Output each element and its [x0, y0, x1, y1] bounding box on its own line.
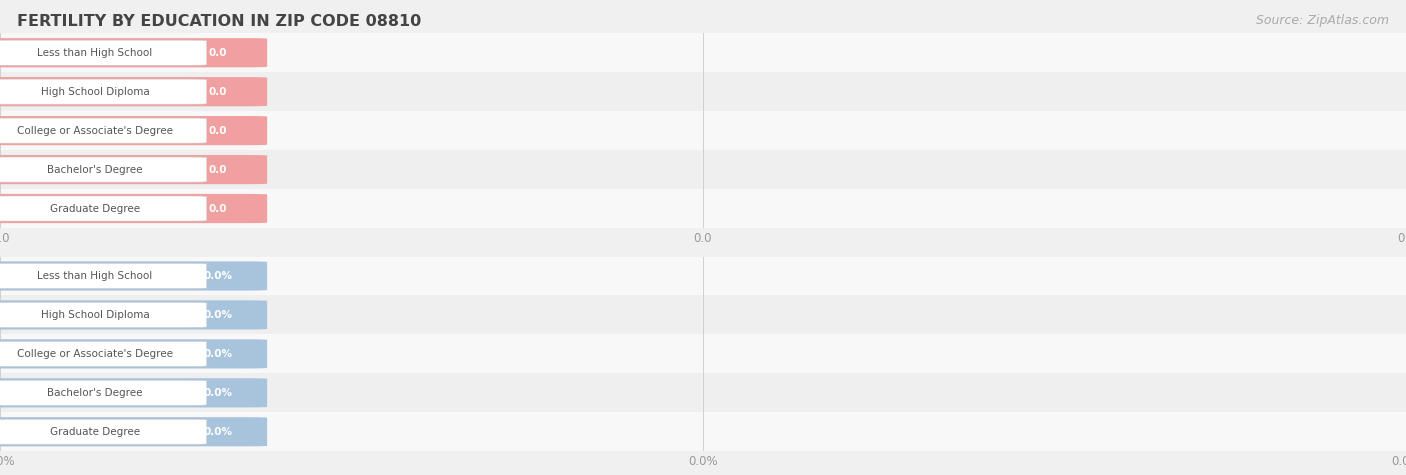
FancyBboxPatch shape: [0, 196, 207, 221]
FancyBboxPatch shape: [0, 194, 267, 223]
Text: 0.0: 0.0: [208, 86, 228, 97]
Bar: [0, 33, 1406, 72]
Bar: [0, 256, 1406, 295]
Bar: [0, 334, 1406, 373]
FancyBboxPatch shape: [0, 40, 207, 65]
FancyBboxPatch shape: [0, 342, 207, 366]
FancyBboxPatch shape: [0, 38, 267, 67]
FancyBboxPatch shape: [0, 380, 207, 405]
Text: 0.0%: 0.0%: [204, 310, 232, 320]
Bar: [0, 373, 1406, 412]
Text: Less than High School: Less than High School: [38, 48, 152, 58]
Bar: [0, 72, 1406, 111]
Text: 0.0%: 0.0%: [204, 349, 232, 359]
Bar: [0, 111, 1406, 150]
FancyBboxPatch shape: [0, 339, 267, 369]
FancyBboxPatch shape: [0, 155, 267, 184]
Bar: [0, 150, 1406, 189]
FancyBboxPatch shape: [0, 300, 267, 330]
Bar: [0, 295, 1406, 334]
FancyBboxPatch shape: [0, 261, 267, 291]
Text: 0.0%: 0.0%: [204, 427, 232, 437]
FancyBboxPatch shape: [0, 118, 207, 143]
Text: 0.0: 0.0: [208, 125, 228, 136]
Bar: [0, 412, 1406, 451]
Text: 0.0: 0.0: [208, 203, 228, 214]
Text: High School Diploma: High School Diploma: [41, 310, 149, 320]
Text: High School Diploma: High School Diploma: [41, 86, 149, 97]
Text: College or Associate's Degree: College or Associate's Degree: [17, 125, 173, 136]
FancyBboxPatch shape: [0, 303, 207, 327]
FancyBboxPatch shape: [0, 157, 207, 182]
Text: Source: ZipAtlas.com: Source: ZipAtlas.com: [1256, 14, 1389, 27]
Text: Graduate Degree: Graduate Degree: [49, 427, 141, 437]
Text: FERTILITY BY EDUCATION IN ZIP CODE 08810: FERTILITY BY EDUCATION IN ZIP CODE 08810: [17, 14, 422, 29]
Text: College or Associate's Degree: College or Associate's Degree: [17, 349, 173, 359]
Text: 0.0%: 0.0%: [204, 271, 232, 281]
Text: Bachelor's Degree: Bachelor's Degree: [48, 164, 142, 175]
Bar: [0, 189, 1406, 228]
Text: 0.0: 0.0: [208, 48, 228, 58]
FancyBboxPatch shape: [0, 77, 267, 106]
Text: 0.0: 0.0: [208, 164, 228, 175]
Text: 0.0%: 0.0%: [204, 388, 232, 398]
FancyBboxPatch shape: [0, 417, 267, 446]
FancyBboxPatch shape: [0, 264, 207, 288]
FancyBboxPatch shape: [0, 378, 267, 408]
FancyBboxPatch shape: [0, 419, 207, 444]
Text: Bachelor's Degree: Bachelor's Degree: [48, 388, 142, 398]
FancyBboxPatch shape: [0, 79, 207, 104]
Text: Less than High School: Less than High School: [38, 271, 152, 281]
Text: Graduate Degree: Graduate Degree: [49, 203, 141, 214]
FancyBboxPatch shape: [0, 116, 267, 145]
